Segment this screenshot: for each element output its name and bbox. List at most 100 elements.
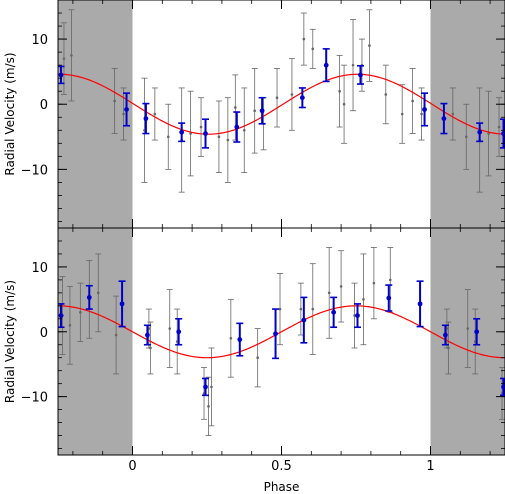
raw-point bbox=[111, 68, 118, 134]
binned-marker bbox=[477, 129, 483, 135]
raw-marker bbox=[487, 132, 490, 135]
binned-marker bbox=[58, 72, 64, 78]
raw-marker bbox=[153, 112, 157, 116]
raw-point bbox=[326, 247, 333, 339]
raw-marker bbox=[420, 112, 423, 116]
binned-point bbox=[258, 96, 266, 125]
raw-marker bbox=[189, 132, 192, 135]
x-axis-label: Phase bbox=[264, 480, 300, 494]
binned-point bbox=[441, 324, 449, 346]
raw-marker bbox=[368, 44, 371, 47]
raw-marker bbox=[256, 356, 259, 360]
data-marks bbox=[58, 247, 505, 436]
binned-point bbox=[416, 280, 424, 328]
binned-point bbox=[236, 322, 244, 357]
binned-marker bbox=[203, 131, 208, 136]
binned-marker bbox=[143, 116, 149, 121]
binned-marker bbox=[119, 301, 125, 307]
raw-marker bbox=[342, 102, 346, 106]
y-axis-label: Radial Velocity (m/s) bbox=[3, 52, 17, 175]
raw-point bbox=[485, 90, 492, 177]
raw-marker bbox=[207, 405, 210, 408]
shaded-region bbox=[430, 0, 505, 228]
raw-point bbox=[201, 367, 208, 420]
model-curve bbox=[58, 305, 505, 359]
raw-marker bbox=[311, 47, 315, 51]
binned-point bbox=[440, 102, 448, 135]
y-tick-label: −10 bbox=[21, 163, 48, 178]
raw-marker bbox=[497, 125, 501, 129]
raw-point bbox=[95, 253, 102, 333]
raw-marker bbox=[79, 311, 82, 314]
binned-marker bbox=[237, 337, 243, 342]
binned-point bbox=[476, 122, 484, 143]
binned-point bbox=[85, 284, 93, 310]
binned-marker bbox=[441, 116, 447, 121]
raw-point bbox=[297, 282, 304, 336]
binned-point bbox=[202, 377, 210, 397]
binned-point bbox=[385, 284, 393, 312]
binned-marker bbox=[179, 129, 185, 135]
panel-2: 0 0.5 1 10 0 −10 Radial Velocity (m/s) Phase bbox=[3, 227, 505, 494]
binned-marker bbox=[501, 131, 505, 136]
raw-point bbox=[360, 253, 367, 346]
binned-point bbox=[58, 303, 65, 329]
binned-point bbox=[118, 280, 126, 328]
raw-marker bbox=[210, 385, 213, 389]
y-tick-label: 0 bbox=[40, 98, 48, 113]
raw-point bbox=[224, 97, 231, 183]
raw-marker bbox=[290, 93, 294, 96]
binned-marker bbox=[124, 107, 129, 112]
raw-point bbox=[187, 90, 194, 177]
binned-marker bbox=[323, 62, 329, 68]
raw-point bbox=[251, 68, 258, 154]
raw-point bbox=[445, 321, 452, 375]
raw-marker bbox=[226, 138, 230, 142]
raw-marker bbox=[311, 307, 315, 311]
raw-marker bbox=[122, 112, 125, 116]
raw-point bbox=[227, 298, 234, 378]
raw-point bbox=[496, 97, 503, 157]
raw-point bbox=[336, 54, 343, 128]
binned-point bbox=[421, 92, 429, 127]
raw-marker bbox=[384, 93, 388, 96]
raw-point bbox=[399, 84, 406, 144]
raw-marker bbox=[362, 298, 365, 301]
raw-marker bbox=[464, 135, 468, 139]
x-tick-label: 0 bbox=[128, 459, 136, 474]
chart-panels: 10 0 −10 Radial Velocity (m/s) 0 0.5 1 10 0 −10 Ra… bbox=[3, 0, 505, 494]
binned-point bbox=[500, 377, 505, 397]
raw-point bbox=[341, 64, 348, 144]
binned-marker bbox=[422, 107, 427, 112]
binned-point bbox=[353, 303, 361, 329]
y-tick-label: 0 bbox=[40, 326, 48, 341]
raw-marker bbox=[242, 128, 246, 132]
binned-point bbox=[300, 296, 308, 344]
x-tick-label: 0.5 bbox=[271, 459, 292, 474]
raw-point bbox=[300, 12, 307, 66]
raw-point bbox=[309, 28, 316, 69]
shaded-region bbox=[58, 0, 133, 228]
binned-marker bbox=[273, 331, 278, 337]
raw-marker bbox=[62, 57, 66, 60]
binned-marker bbox=[355, 313, 360, 318]
data-marks bbox=[58, 9, 505, 193]
raw-point bbox=[147, 321, 154, 375]
binned-point bbox=[356, 64, 364, 85]
y-tick-label: 10 bbox=[31, 261, 48, 276]
binned-marker bbox=[331, 309, 337, 315]
raw-point bbox=[464, 289, 471, 368]
raw-marker bbox=[447, 346, 450, 350]
panel-1: 10 0 −10 Radial Velocity (m/s) bbox=[3, 0, 505, 229]
y-axis-label: Radial Velocity (m/s) bbox=[3, 280, 17, 403]
raw-marker bbox=[299, 307, 303, 311]
binned-marker bbox=[301, 317, 307, 323]
raw-point bbox=[113, 295, 120, 375]
binned-marker bbox=[386, 295, 392, 301]
binned-marker bbox=[176, 329, 182, 335]
raw-marker bbox=[327, 291, 331, 295]
raw-marker bbox=[275, 96, 279, 100]
binned-point bbox=[298, 87, 306, 109]
raw-point bbox=[208, 347, 215, 427]
binned-point bbox=[143, 324, 151, 346]
